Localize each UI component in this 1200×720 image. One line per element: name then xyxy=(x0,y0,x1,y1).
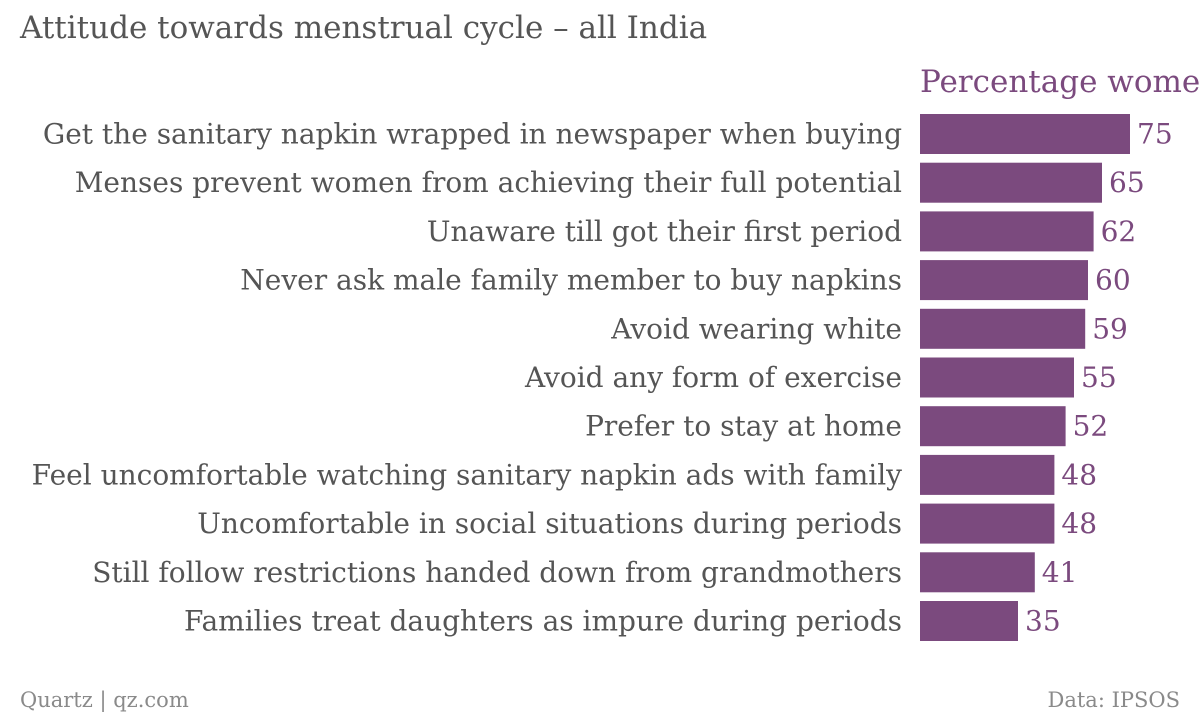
value-label: 59 xyxy=(1092,312,1128,345)
footer-source-right: Data: IPSOS xyxy=(1047,688,1180,712)
bar xyxy=(920,211,1094,252)
value-label: 48 xyxy=(1061,507,1097,540)
chart-title: Attitude towards menstrual cycle – all I… xyxy=(20,10,708,46)
footer-source-left: Quartz | qz.com xyxy=(20,688,189,712)
category-label: Avoid wearing white xyxy=(610,312,902,345)
bar xyxy=(920,114,1130,154)
value-label: 48 xyxy=(1061,458,1097,491)
category-label: Families treat daughters as impure durin… xyxy=(184,605,902,638)
category-label: Prefer to stay at home xyxy=(585,410,902,443)
bar xyxy=(920,357,1074,398)
bar xyxy=(920,601,1018,641)
value-label: 65 xyxy=(1109,166,1145,199)
category-label: Menses prevent women from achieving thei… xyxy=(75,166,902,199)
value-label: 41 xyxy=(1042,556,1078,589)
category-label: Uncomfortable in social situations durin… xyxy=(197,507,902,540)
series-header: Percentage women xyxy=(920,64,1200,100)
bar xyxy=(920,454,1055,495)
category-label: Feel uncomfortable watching sanitary nap… xyxy=(32,458,903,491)
category-label: Avoid any form of exercise xyxy=(524,361,902,394)
value-label: 60 xyxy=(1095,264,1131,297)
category-label: Still follow restrictions handed down fr… xyxy=(92,556,902,589)
bar xyxy=(920,260,1088,301)
value-label: 55 xyxy=(1081,361,1117,394)
bar xyxy=(920,308,1086,349)
value-label: 52 xyxy=(1073,410,1109,443)
value-label: 35 xyxy=(1025,605,1061,638)
bar xyxy=(920,162,1102,203)
value-label: 75 xyxy=(1137,118,1173,151)
category-label: Never ask male family member to buy napk… xyxy=(240,264,902,297)
bar xyxy=(920,406,1066,447)
bar xyxy=(920,503,1055,544)
category-label: Unaware till got their first period xyxy=(427,215,902,248)
category-label: Get the sanitary napkin wrapped in newsp… xyxy=(43,118,902,151)
value-label: 62 xyxy=(1101,215,1137,248)
bar xyxy=(920,552,1035,593)
